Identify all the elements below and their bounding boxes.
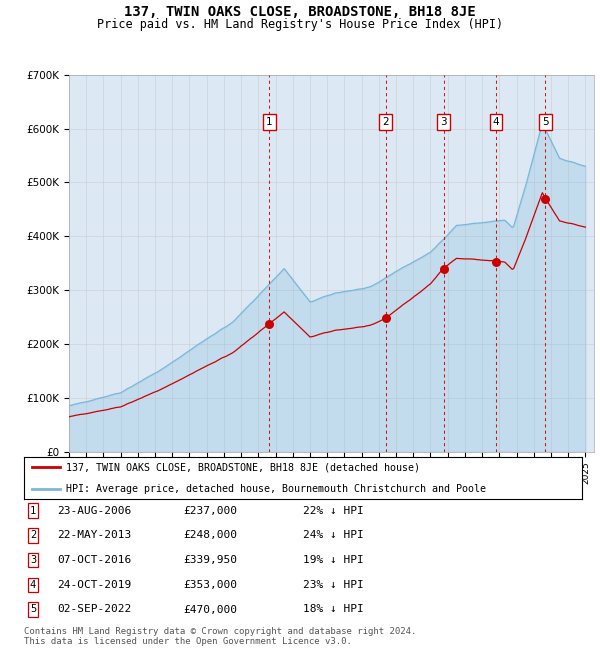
- Text: 3: 3: [440, 117, 447, 127]
- Text: 4: 4: [30, 580, 36, 590]
- Text: 18% ↓ HPI: 18% ↓ HPI: [303, 604, 364, 614]
- Text: 3: 3: [30, 555, 36, 565]
- Text: 22-MAY-2013: 22-MAY-2013: [57, 530, 131, 540]
- Text: 4: 4: [493, 117, 499, 127]
- Text: 1: 1: [266, 117, 273, 127]
- Text: 137, TWIN OAKS CLOSE, BROADSTONE, BH18 8JE (detached house): 137, TWIN OAKS CLOSE, BROADSTONE, BH18 8…: [66, 462, 420, 472]
- Text: 23% ↓ HPI: 23% ↓ HPI: [303, 580, 364, 590]
- Text: 22% ↓ HPI: 22% ↓ HPI: [303, 506, 364, 515]
- Text: £339,950: £339,950: [183, 555, 237, 565]
- Text: 137, TWIN OAKS CLOSE, BROADSTONE, BH18 8JE: 137, TWIN OAKS CLOSE, BROADSTONE, BH18 8…: [124, 5, 476, 19]
- Text: This data is licensed under the Open Government Licence v3.0.: This data is licensed under the Open Gov…: [24, 637, 352, 646]
- Text: £353,000: £353,000: [183, 580, 237, 590]
- Text: 5: 5: [30, 604, 36, 614]
- Text: £248,000: £248,000: [183, 530, 237, 540]
- Text: 2: 2: [382, 117, 389, 127]
- Text: 02-SEP-2022: 02-SEP-2022: [57, 604, 131, 614]
- Text: 23-AUG-2006: 23-AUG-2006: [57, 506, 131, 515]
- Text: 07-OCT-2016: 07-OCT-2016: [57, 555, 131, 565]
- Text: £237,000: £237,000: [183, 506, 237, 515]
- Text: HPI: Average price, detached house, Bournemouth Christchurch and Poole: HPI: Average price, detached house, Bour…: [66, 484, 486, 494]
- Text: 2: 2: [30, 530, 36, 540]
- Text: £470,000: £470,000: [183, 604, 237, 614]
- Text: 1: 1: [30, 506, 36, 515]
- Text: 24% ↓ HPI: 24% ↓ HPI: [303, 530, 364, 540]
- Text: 5: 5: [542, 117, 548, 127]
- Text: 24-OCT-2019: 24-OCT-2019: [57, 580, 131, 590]
- Text: 19% ↓ HPI: 19% ↓ HPI: [303, 555, 364, 565]
- Text: Price paid vs. HM Land Registry's House Price Index (HPI): Price paid vs. HM Land Registry's House …: [97, 18, 503, 31]
- Text: Contains HM Land Registry data © Crown copyright and database right 2024.: Contains HM Land Registry data © Crown c…: [24, 627, 416, 636]
